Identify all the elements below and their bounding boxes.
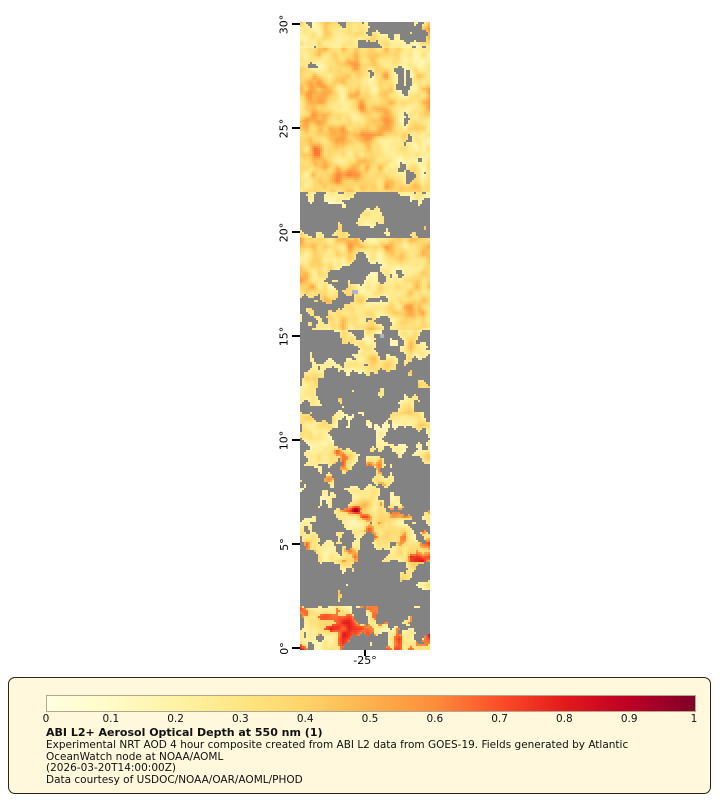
lat-tick-label: 15°	[277, 326, 291, 346]
colorbar-tick-label: 1	[690, 713, 698, 725]
legend-courtesy: Data courtesy of USDOC/NOAA/OAR/AOML/PHO…	[46, 774, 303, 787]
lat-tick-label: 30°	[277, 14, 291, 34]
legend-text: ABI L2+ Aerosol Optical Depth at 550 nm …	[46, 727, 700, 787]
lon-tick-label: -25°	[353, 654, 377, 667]
lat-tick-10: 10°	[274, 423, 294, 457]
lat-tick-30: 30°	[274, 7, 294, 41]
legend-description-line2: OceanWatch node at NOAA/AOML	[46, 750, 224, 763]
colorbar-tick-label: 0.1	[102, 713, 120, 725]
lat-tickmark	[292, 127, 300, 129]
lat-tick-5: 5°	[274, 527, 294, 561]
legend-description-line1: Experimental NRT AOD 4 hour composite cr…	[46, 738, 629, 751]
lat-tick-20: 20°	[274, 215, 294, 249]
aod-raster-map	[300, 22, 430, 650]
lat-tickmark	[292, 543, 300, 545]
colorbar-tick-label: 0.5	[361, 713, 379, 725]
colorbar-tick-label: 0.7	[491, 713, 508, 725]
colorbar-tick-label: 0.8	[556, 713, 573, 725]
lat-tickmark	[292, 231, 300, 233]
colorbar-tick-label: 0.3	[232, 713, 249, 725]
lat-tick-label: 25°	[277, 118, 291, 138]
lat-tick-25: 25°	[274, 111, 294, 145]
colorbar-tick-label: 0.6	[426, 713, 444, 725]
lat-tick-label: 5°	[277, 537, 291, 551]
colorbar-tick-label: 0.4	[296, 713, 314, 725]
legend-timestamp: (2026-03-20T14:00:00Z)	[46, 762, 176, 775]
legend-panel: 0 0.1 0.2 0.3 0.4 0.5 0.6 0.7 0.8 0.9 1 …	[8, 677, 711, 794]
lat-tickmark	[292, 439, 300, 441]
colorbar-tick-label: 0	[42, 713, 50, 725]
colorbar-tick-label: 0.2	[167, 713, 184, 725]
legend-title: ABI L2+ Aerosol Optical Depth at 550 nm …	[46, 726, 323, 739]
lat-tickmark	[292, 23, 300, 25]
lat-tickmark	[292, 335, 300, 337]
lon-tickmark	[364, 650, 366, 656]
lat-tick-label: 0°	[277, 641, 291, 655]
lat-tickmark	[292, 647, 300, 649]
colorbar-tick-label: 0.9	[620, 713, 638, 725]
lat-tick-label: 20°	[277, 222, 291, 242]
lat-tick-label: 10°	[277, 430, 291, 450]
colorbar	[46, 695, 696, 712]
lat-tick-0: 0°	[274, 631, 294, 665]
lat-tick-15: 15°	[274, 319, 294, 353]
